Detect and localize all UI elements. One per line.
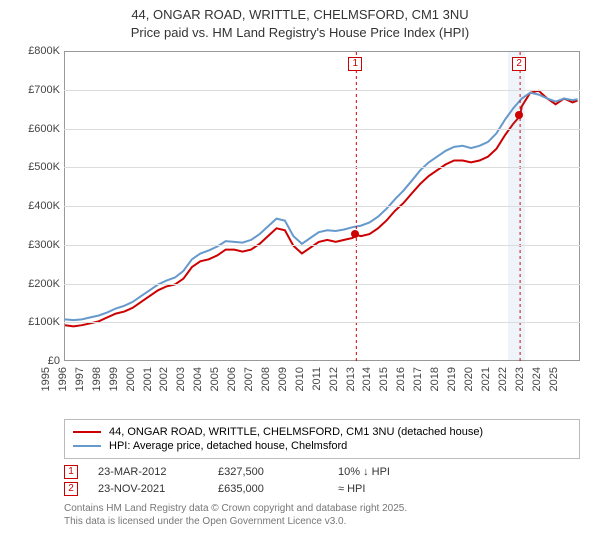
title-subtitle: Price paid vs. HM Land Registry's House … [0, 24, 600, 42]
sale-marker-1: 1 [64, 465, 78, 479]
y-tick-label: £700K [28, 84, 60, 96]
sale-row-1: 1 23-MAR-2012 £327,500 10% ↓ HPI [64, 465, 580, 479]
sale-date-1: 23-MAR-2012 [98, 466, 198, 478]
y-tick-label: £500K [28, 161, 60, 173]
chart-container: 44, ONGAR ROAD, WRITTLE, CHELMSFORD, CM1… [0, 0, 600, 560]
footer: Contains HM Land Registry data © Crown c… [64, 502, 580, 528]
y-gridline [64, 129, 580, 130]
sale-point-dot [515, 111, 523, 119]
title-address: 44, ONGAR ROAD, WRITTLE, CHELMSFORD, CM1… [0, 6, 600, 24]
sale-price-1: £327,500 [218, 466, 318, 478]
legend-label-hpi: HPI: Average price, detached house, Chel… [109, 440, 347, 452]
legend-swatch-property [73, 431, 101, 433]
chart-area: £0 £100K £200K £300K £400K £500K £600K £700K £80… [10, 45, 590, 415]
y-tick-label: £0 [48, 355, 60, 367]
y-gridline [64, 284, 580, 285]
legend-row-property: 44, ONGAR ROAD, WRITTLE, CHELMSFORD, CM1… [73, 425, 571, 439]
sale-date-2: 23-NOV-2021 [98, 483, 198, 495]
sale-delta-1: 10% ↓ HPI [338, 466, 438, 478]
legend-row-hpi: HPI: Average price, detached house, Chel… [73, 439, 571, 453]
legend: 44, ONGAR ROAD, WRITTLE, CHELMSFORD, CM1… [64, 419, 580, 459]
y-tick-label: £400K [28, 200, 60, 212]
footer-line-2: This data is licensed under the Open Gov… [64, 515, 580, 528]
y-tick-label: £100K [28, 316, 60, 328]
footer-line-1: Contains HM Land Registry data © Crown c… [64, 502, 580, 515]
legend-swatch-hpi [73, 445, 101, 447]
y-tick-label: £800K [28, 45, 60, 57]
y-gridline [64, 245, 580, 246]
sale-marker-box: 2 [512, 57, 526, 71]
y-gridline [64, 206, 580, 207]
y-gridline [64, 90, 580, 91]
y-tick-label: £600K [28, 123, 60, 135]
y-gridline [64, 167, 580, 168]
plot-svg [65, 52, 581, 362]
sale-point-dot [351, 230, 359, 238]
sale-marker-box: 1 [348, 57, 362, 71]
y-tick-label: £200K [28, 278, 60, 290]
legend-label-property: 44, ONGAR ROAD, WRITTLE, CHELMSFORD, CM1… [109, 426, 483, 438]
sale-marker-2: 2 [64, 482, 78, 496]
sale-delta-2: ≈ HPI [338, 483, 438, 495]
y-tick-label: £300K [28, 239, 60, 251]
sale-price-2: £635,000 [218, 483, 318, 495]
sale-row-2: 2 23-NOV-2021 £635,000 ≈ HPI [64, 482, 580, 496]
title-block: 44, ONGAR ROAD, WRITTLE, CHELMSFORD, CM1… [0, 0, 600, 45]
y-gridline [64, 322, 580, 323]
x-tick-label: 2025 [548, 367, 596, 391]
